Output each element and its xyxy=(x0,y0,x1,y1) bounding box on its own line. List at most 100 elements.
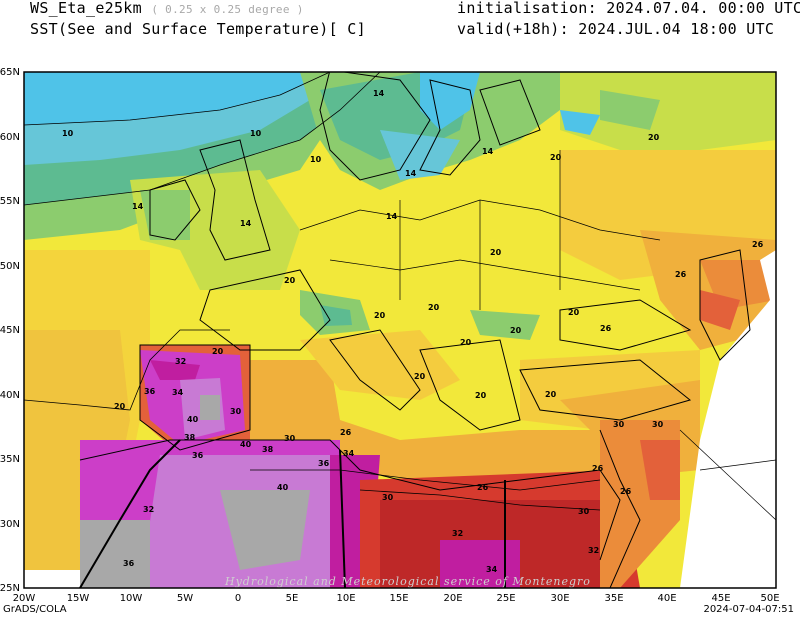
plot-frame xyxy=(23,71,777,589)
morocco-40 xyxy=(80,520,150,588)
lon-tick: 15W xyxy=(67,593,90,604)
contour-label: 26 xyxy=(620,487,632,496)
footer-left: GrADS/COLA xyxy=(3,604,67,615)
contour-label: 32 xyxy=(143,505,154,514)
italy-coast xyxy=(329,329,421,411)
contour-label: 32 xyxy=(175,357,186,366)
lat-tick: 45N xyxy=(0,325,20,336)
valid-time: valid(+18h): 2024.JUL.04 18:00 UTC xyxy=(457,20,775,38)
contour-label: 14 xyxy=(132,202,144,211)
lat-tick: 65N xyxy=(0,67,20,78)
contour-label: 34 xyxy=(486,565,498,574)
contour-label: 40 xyxy=(277,483,289,492)
contour-label: 30 xyxy=(613,420,625,429)
atlantic-band-10 xyxy=(24,72,330,125)
isotherm-26 xyxy=(250,469,601,491)
iberia-40 xyxy=(200,395,220,420)
domain-mask-east xyxy=(680,72,776,588)
isotherm-20 xyxy=(24,329,230,411)
lon-tick: 50E xyxy=(760,593,779,604)
isotherm-10 xyxy=(24,72,331,126)
carpathian-16 xyxy=(470,310,540,340)
contour-label: 30 xyxy=(578,507,590,516)
contour-label: 36 xyxy=(192,451,204,460)
lon-tick: 15E xyxy=(389,593,408,604)
contour-label: 20 xyxy=(414,372,426,381)
contour-label: 20 xyxy=(460,338,472,347)
contour-label: 20 xyxy=(475,391,487,400)
contour-label: 20 xyxy=(490,248,502,257)
field-title: SST(See and Surface Temperature)[ C] xyxy=(30,20,366,38)
contour-label: 10 xyxy=(310,155,322,164)
lat-tick: 25N xyxy=(0,583,20,594)
footer-right: 2024-07-04-07:51 xyxy=(703,604,794,615)
isotherms xyxy=(24,72,601,511)
balkans-coast xyxy=(419,339,521,431)
borders-thick xyxy=(79,439,506,588)
contour-labels: 10 10 10 14 14 14 14 14 14 20 20 20 20 2… xyxy=(62,89,764,574)
lat-tick: 35N xyxy=(0,454,20,465)
lon-tick: 5W xyxy=(177,593,193,604)
contour-label: 30 xyxy=(382,493,394,502)
lat-tick: 40N xyxy=(0,390,20,401)
lat-axis: 65N 60N 55N 50N 45N 40N 35N 30N 25N xyxy=(0,67,20,594)
russia-lake xyxy=(600,90,660,130)
coastlines xyxy=(79,72,751,588)
lon-tick: 45E xyxy=(711,593,730,604)
borders-thin xyxy=(299,150,776,521)
red-sea-coast xyxy=(599,429,641,588)
contour-label: 20 xyxy=(374,311,386,320)
contour-label: 14 xyxy=(405,169,417,178)
lon-tick: 0 xyxy=(235,593,241,604)
domain-mask-sw xyxy=(24,570,80,588)
iberia-34 xyxy=(150,360,200,380)
lon-tick: 10E xyxy=(336,593,355,604)
contour-label: 26 xyxy=(675,270,687,279)
lat-tick: 30N xyxy=(0,519,20,530)
morocco-border xyxy=(79,439,181,588)
contour-label: 34 xyxy=(343,449,355,458)
lat-tick: 50N xyxy=(0,261,20,272)
baltic-12 xyxy=(380,130,460,180)
finland-coast xyxy=(479,79,541,146)
alps-14 xyxy=(320,305,352,326)
contour-label: 40 xyxy=(187,415,199,424)
isotherm-30 xyxy=(359,489,601,511)
contour-label: 20 xyxy=(550,153,562,162)
contour-label: 36 xyxy=(123,559,135,568)
contour-label: 20 xyxy=(428,303,440,312)
init-time: initialisation: 2024.07.04. 00:00 UTC xyxy=(457,0,800,17)
contour-label: 20 xyxy=(648,133,660,142)
border-iraq xyxy=(679,429,776,521)
lon-tick: 30E xyxy=(550,593,569,604)
n-africa-coast xyxy=(79,439,621,561)
border-mid xyxy=(329,259,641,291)
black-sea-coast xyxy=(559,299,692,351)
contour-label: 20 xyxy=(212,347,224,356)
lon-tick: 40E xyxy=(657,593,676,604)
contour-label: 26 xyxy=(600,324,612,333)
contour-label: 34 xyxy=(172,388,184,397)
libya-border xyxy=(339,449,346,588)
contour-label: 20 xyxy=(545,390,557,399)
contour-label: 26 xyxy=(752,240,764,249)
watermark: Hydrological and Meteorological service … xyxy=(224,575,591,588)
contour-label: 36 xyxy=(144,387,156,396)
lon-tick: 20E xyxy=(443,593,462,604)
adriatic-22 xyxy=(300,330,460,400)
contour-label: 20 xyxy=(510,326,522,335)
lon-axis: 20W 15W 10W 5W 0 5E 10E 15E 20E 25E 30E … xyxy=(13,593,780,604)
middle-east-28 xyxy=(640,440,680,500)
sst-field: Hydrological and Meteorological service … xyxy=(24,72,776,588)
sahara-40 xyxy=(220,490,310,570)
lon-tick: 35E xyxy=(604,593,623,604)
ireland-16 xyxy=(140,190,190,240)
britain-coast xyxy=(199,139,271,261)
lon-tick: 5E xyxy=(286,593,299,604)
contour-label: 20 xyxy=(284,276,296,285)
caspian-28 xyxy=(700,290,740,330)
norway-coast xyxy=(319,72,431,181)
resolution-note: ( 0.25 x 0.25 degree ) xyxy=(151,3,304,16)
egypt-34 xyxy=(440,540,520,588)
contour-label: 38 xyxy=(184,433,196,442)
